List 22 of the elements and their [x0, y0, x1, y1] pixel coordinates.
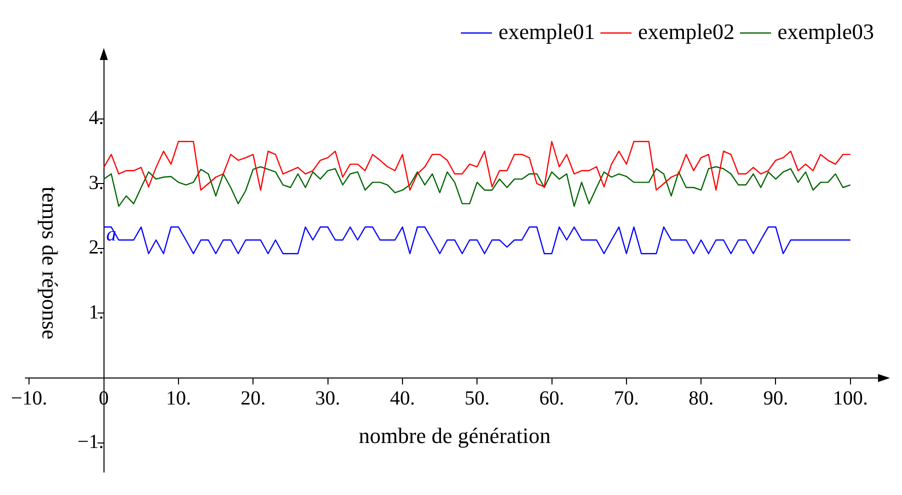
x-tick-label: −10. — [11, 387, 48, 410]
y-tick-label: 4. — [88, 107, 104, 130]
y-tick-label: 1. — [88, 301, 104, 324]
y-tick-label: −1. — [78, 431, 104, 454]
y-axis-title: temps de réponse — [38, 186, 63, 340]
x-tick-label: 20. — [240, 387, 266, 410]
annotation: a — [106, 224, 116, 246]
x-tick-label: 90. — [763, 387, 788, 410]
x-tick-label: 70. — [614, 387, 639, 410]
x-tick-label: 50. — [464, 387, 490, 410]
x-tick-label: 10. — [166, 387, 191, 410]
x-tick-label: 30. — [315, 387, 340, 410]
y-tick-label: 3. — [88, 172, 104, 194]
y-tick-label: 2. — [88, 236, 104, 259]
x-tick-label: 80. — [688, 387, 714, 410]
x-tick-label: 100. — [832, 387, 868, 410]
x-tick-label: 60. — [539, 387, 564, 410]
legend-label: exemple01 — [498, 18, 595, 44]
x-axis-title: nombre de génération — [358, 423, 551, 448]
legend-label: exemple02 — [638, 18, 734, 44]
x-tick-label: 40. — [390, 387, 415, 410]
legend-label: exemple03 — [777, 18, 874, 44]
